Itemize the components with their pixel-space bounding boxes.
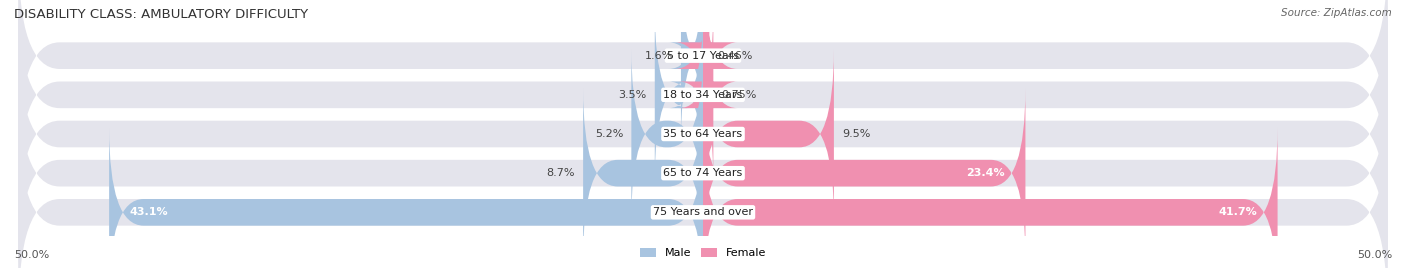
FancyBboxPatch shape [703,128,1278,268]
FancyBboxPatch shape [18,69,1388,268]
Legend: Male, Female: Male, Female [636,243,770,262]
FancyBboxPatch shape [18,30,1388,238]
Text: 18 to 34 Years: 18 to 34 Years [664,90,742,100]
FancyBboxPatch shape [669,0,716,140]
Text: 8.7%: 8.7% [547,168,575,178]
Text: Source: ZipAtlas.com: Source: ZipAtlas.com [1281,8,1392,18]
Text: 50.0%: 50.0% [14,250,49,260]
Text: 23.4%: 23.4% [966,168,1005,178]
Text: DISABILITY CLASS: AMBULATORY DIFFICULTY: DISABILITY CLASS: AMBULATORY DIFFICULTY [14,8,308,21]
Text: 3.5%: 3.5% [619,90,647,100]
FancyBboxPatch shape [18,0,1388,160]
Text: 35 to 64 Years: 35 to 64 Years [664,129,742,139]
FancyBboxPatch shape [583,88,703,258]
FancyBboxPatch shape [18,108,1388,268]
FancyBboxPatch shape [655,10,703,180]
FancyBboxPatch shape [675,0,738,140]
Text: 5.2%: 5.2% [595,129,623,139]
Text: 5 to 17 Years: 5 to 17 Years [666,51,740,61]
Text: 0.75%: 0.75% [721,90,756,100]
FancyBboxPatch shape [18,0,1388,199]
FancyBboxPatch shape [703,88,1025,258]
Text: 0.46%: 0.46% [717,51,754,61]
FancyBboxPatch shape [703,49,834,219]
Text: 41.7%: 41.7% [1218,207,1257,217]
Text: 65 to 74 Years: 65 to 74 Years [664,168,742,178]
Text: 9.5%: 9.5% [842,129,870,139]
FancyBboxPatch shape [110,128,703,268]
FancyBboxPatch shape [679,10,738,180]
Text: 43.1%: 43.1% [129,207,169,217]
Text: 1.6%: 1.6% [644,51,672,61]
FancyBboxPatch shape [631,49,703,219]
Text: 75 Years and over: 75 Years and over [652,207,754,217]
Text: 50.0%: 50.0% [1357,250,1392,260]
